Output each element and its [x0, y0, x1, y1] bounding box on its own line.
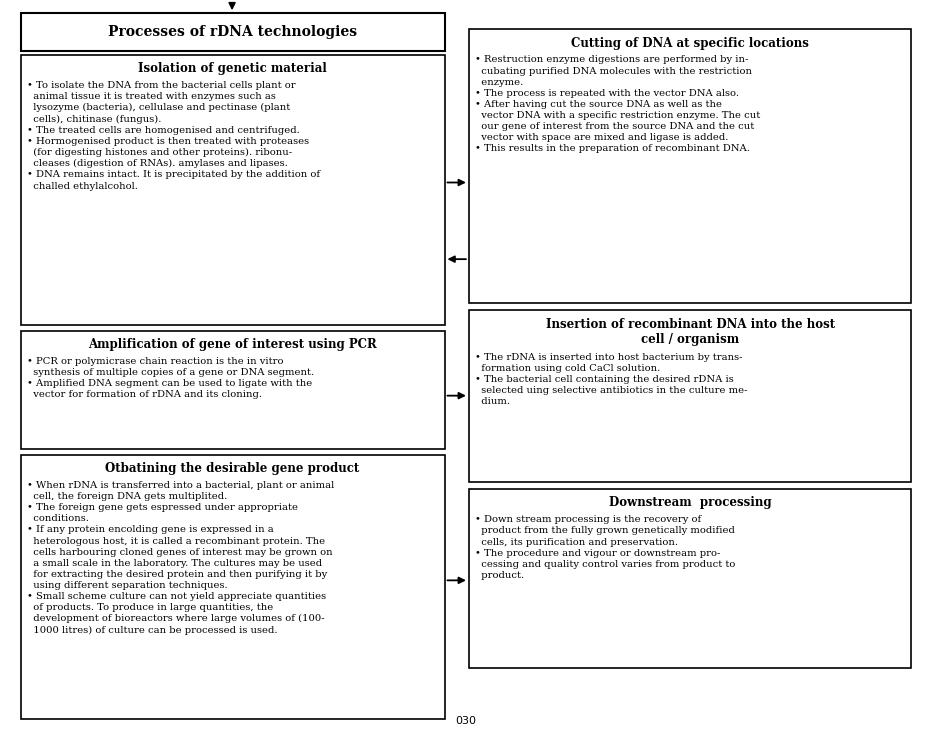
Text: Processes of rDNA technologies: Processes of rDNA technologies — [108, 25, 357, 39]
Text: Amplification of gene of interest using PCR: Amplification of gene of interest using … — [89, 338, 377, 351]
Text: • When rDNA is transferred into a bacterial, plant or animal
  cell, the foreign: • When rDNA is transferred into a bacter… — [27, 481, 335, 634]
Bar — [469, 310, 911, 482]
Bar — [469, 489, 911, 668]
Text: Insertion of recombinant DNA into the host
cell / organism: Insertion of recombinant DNA into the ho… — [545, 318, 835, 345]
Text: • Down stream processing is the recovery of
  product from the fully grown genet: • Down stream processing is the recovery… — [475, 515, 735, 580]
Text: • The rDNA is inserted into host bacterium by trans-
  formation using cold CaCl: • The rDNA is inserted into host bacteri… — [475, 353, 747, 406]
Text: • To isolate the DNA from the bacterial cells plant or
  animal tissue it is tre: • To isolate the DNA from the bacterial … — [27, 81, 321, 191]
Bar — [21, 455, 445, 719]
Text: Cutting of DNA at specific locations: Cutting of DNA at specific locations — [571, 36, 809, 50]
Text: Downstream  processing: Downstream processing — [609, 496, 772, 510]
Bar — [21, 55, 445, 325]
Text: Isolation of genetic material: Isolation of genetic material — [138, 62, 327, 75]
Bar — [469, 29, 911, 303]
Bar — [21, 331, 445, 449]
Text: 030: 030 — [456, 716, 476, 726]
Bar — [21, 13, 445, 51]
Text: • Restruction enzyme digestions are performed by in-
  cubating purified DNA mol: • Restruction enzyme digestions are perf… — [475, 55, 761, 153]
Text: • PCR or polymicrase chain reaction is the in vitro
  synthesis of multiple copi: • PCR or polymicrase chain reaction is t… — [27, 357, 314, 399]
Text: Otbatining the desirable gene product: Otbatining the desirable gene product — [105, 462, 360, 475]
